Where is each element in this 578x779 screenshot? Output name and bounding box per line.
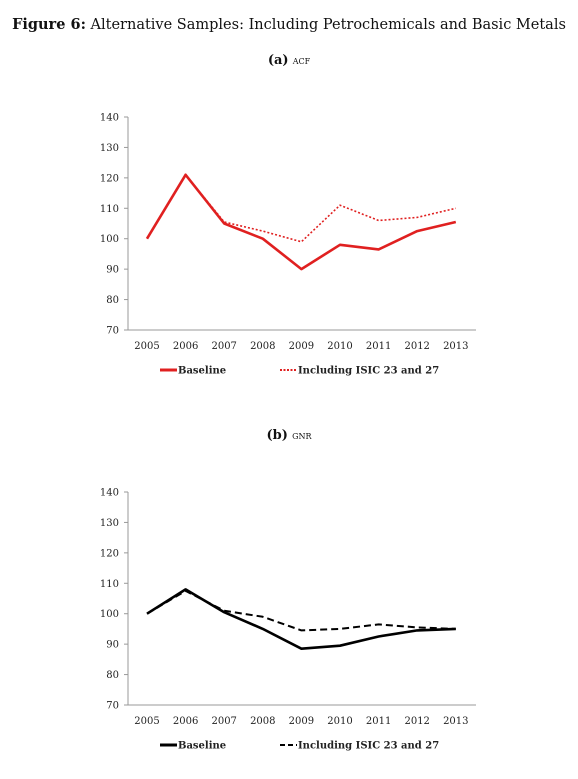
acf-y-tick-label: 110 xyxy=(100,204,119,215)
gnr-legend-label: Including ISIC 23 and 27 xyxy=(298,741,439,752)
gnr-x-tick-label: 2011 xyxy=(366,716,391,727)
acf-y-tick-label: 90 xyxy=(106,265,119,276)
chart-gnr: 70 80 90 100 110 120 130 140 2005 2006 2007 2008 200… xyxy=(100,488,476,752)
gnr-series-including-isic-line xyxy=(146,589,456,632)
gnr-x-tick-label: 2013 xyxy=(443,716,468,727)
gnr-y-tick-label: 130 xyxy=(100,518,119,529)
acf-x-tick-label: 2010 xyxy=(327,341,352,352)
gnr-x-tick-label: 2005 xyxy=(134,716,159,727)
gnr-x-tick-label: 2008 xyxy=(250,716,275,727)
gnr-y-tick-label: 100 xyxy=(100,609,119,620)
acf-y-tick-label: 140 xyxy=(100,113,119,124)
panel-b-title: (b) GNR xyxy=(0,428,578,443)
acf-x-tick-label: 2013 xyxy=(443,341,468,352)
acf-x-tick-label: 2006 xyxy=(173,341,198,352)
gnr-y-tick-label: 90 xyxy=(106,640,119,651)
gnr-legend-label: Baseline xyxy=(178,741,226,752)
acf-y-tick-label: 80 xyxy=(106,295,119,306)
panel-a-label: (a) xyxy=(267,53,289,68)
acf-x-tick-label: 2011 xyxy=(366,341,391,352)
acf-y-tick-label: 100 xyxy=(100,234,119,245)
chart-acf: 70 80 90 100 110 120 130 140 2005 2006 2007 2008 200… xyxy=(100,113,476,377)
gnr-y-tick-label: 70 xyxy=(106,701,119,712)
gnr-x-tick-label: 2007 xyxy=(211,716,236,727)
gnr-y-tick-label: 140 xyxy=(100,488,119,499)
acf-series-baseline-line xyxy=(145,173,457,271)
gnr-series-baseline-line xyxy=(146,588,456,650)
acf-y-tick-label: 120 xyxy=(100,173,119,184)
acf-x-tick-label: 2009 xyxy=(289,341,314,352)
acf-x-tick-label: 2005 xyxy=(134,341,159,352)
acf-y-tick-label: 130 xyxy=(100,143,119,154)
gnr-x-tick-label: 2012 xyxy=(404,716,429,727)
gnr-x-tick-label: 2010 xyxy=(327,716,352,727)
panel-a-title: (a) ACF xyxy=(0,53,578,68)
gnr-y-tick-label: 80 xyxy=(106,670,119,681)
panel-b-label: (b) xyxy=(266,428,288,443)
panel-a-name: ACF xyxy=(292,54,311,67)
acf-legend-label: Baseline xyxy=(178,366,226,377)
gnr-x-tick-label: 2009 xyxy=(289,716,314,727)
acf-legend-label: Including ISIC 23 and 27 xyxy=(298,366,439,377)
figure-label: Figure 6: xyxy=(12,16,86,33)
gnr-x-tick-label: 2006 xyxy=(173,716,198,727)
figure-title: Figure 6: Alternative Samples: Including… xyxy=(0,16,578,33)
panel-b-name: GNR xyxy=(292,429,312,442)
acf-x-tick-label: 2007 xyxy=(211,341,236,352)
acf-y-tick-label: 70 xyxy=(106,326,119,337)
gnr-y-tick-label: 110 xyxy=(100,579,119,590)
acf-x-tick-label: 2012 xyxy=(404,341,429,352)
gnr-y-tick-label: 120 xyxy=(100,548,119,559)
acf-x-tick-label: 2008 xyxy=(250,341,275,352)
figure-title-text: Alternative Samples: Including Petrochem… xyxy=(90,17,566,33)
